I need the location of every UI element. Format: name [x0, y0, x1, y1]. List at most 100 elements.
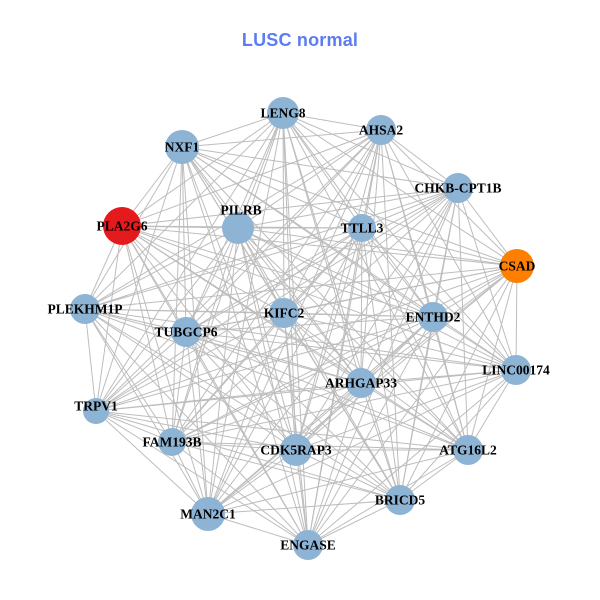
- edge: [171, 265, 518, 443]
- edge: [282, 112, 382, 131]
- gene-node-enthd2: [418, 302, 448, 332]
- edge: [207, 316, 434, 515]
- edge: [399, 265, 518, 501]
- edge: [361, 227, 469, 451]
- edge: [207, 369, 517, 515]
- gene-node-nxf1: [165, 130, 199, 164]
- gene-node-kifc2: [269, 298, 299, 328]
- edge: [84, 227, 363, 310]
- edge: [84, 308, 297, 451]
- edge: [237, 227, 297, 451]
- edge: [95, 129, 382, 412]
- edge: [237, 187, 459, 229]
- gene-node-tubgcp6: [171, 317, 201, 347]
- edge: [361, 227, 434, 318]
- edge: [181, 146, 469, 451]
- edge: [282, 112, 469, 451]
- edge: [282, 112, 518, 267]
- edge: [171, 227, 239, 443]
- edge: [185, 227, 239, 333]
- edge: [171, 441, 401, 501]
- edge: [95, 410, 309, 546]
- edge: [95, 369, 517, 412]
- edge: [121, 225, 209, 515]
- edge: [360, 382, 401, 501]
- edge: [283, 187, 459, 314]
- edge: [307, 316, 434, 546]
- edge: [207, 449, 297, 515]
- gene-node-cdk5rap3: [280, 434, 312, 466]
- edge: [171, 112, 284, 443]
- edge: [121, 225, 518, 267]
- edge: [171, 441, 469, 451]
- edge: [283, 312, 434, 318]
- edge: [207, 449, 469, 515]
- edge: [171, 441, 309, 546]
- gene-node-linc00174: [501, 355, 531, 385]
- edge: [361, 227, 518, 267]
- edge: [185, 129, 382, 333]
- edge: [95, 382, 362, 412]
- edge: [84, 227, 239, 310]
- edge: [295, 265, 518, 451]
- edge: [283, 312, 517, 371]
- edge: [467, 369, 517, 451]
- edge: [95, 265, 518, 412]
- edge: [84, 308, 209, 515]
- edge: [95, 410, 401, 501]
- gene-label-linc00174: LINC00174: [482, 363, 550, 378]
- gene-node-atg16l2: [453, 435, 483, 465]
- edge: [307, 227, 363, 546]
- gene-label-fam193b: FAM193B: [143, 435, 202, 450]
- edge: [185, 331, 469, 451]
- gene-label-plekhm1p: PLEKHM1P: [48, 302, 123, 317]
- gene-label-kifc2: KIFC2: [264, 306, 305, 321]
- gene-label-enthd2: ENTHD2: [406, 310, 461, 325]
- edge: [283, 129, 382, 314]
- gene-label-nxf1: NXF1: [165, 140, 200, 155]
- edge: [282, 112, 362, 384]
- edge: [432, 316, 517, 371]
- gene-node-engase: [293, 530, 323, 560]
- edge: [295, 129, 382, 451]
- edge: [181, 129, 382, 148]
- edge: [380, 129, 459, 189]
- edge: [295, 449, 401, 501]
- edge: [207, 499, 401, 515]
- edge: [307, 369, 517, 546]
- edge: [95, 410, 469, 451]
- gene-label-engase: ENGASE: [280, 538, 336, 553]
- edge: [95, 227, 363, 412]
- edge: [360, 227, 363, 384]
- edge: [457, 187, 469, 451]
- gene-node-ahsa2: [366, 115, 396, 145]
- edge: [307, 499, 401, 546]
- edge: [307, 265, 518, 546]
- edge: [457, 187, 517, 371]
- edge: [185, 312, 285, 333]
- edge: [237, 112, 284, 229]
- edge: [282, 112, 309, 546]
- gene-node-bricd5: [385, 485, 415, 515]
- gene-node-fam193b: [158, 428, 186, 456]
- edge: [95, 331, 187, 412]
- edge: [95, 146, 183, 412]
- edge: [95, 312, 285, 412]
- edge: [361, 187, 459, 229]
- edge: [237, 227, 285, 314]
- nodes-layer: [70, 97, 534, 560]
- gene-label-ahsa2: AHSA2: [359, 123, 404, 138]
- edge: [181, 146, 517, 371]
- edge: [237, 227, 401, 501]
- edge: [84, 308, 401, 501]
- edge: [360, 369, 517, 384]
- labels-layer: LENG8 AHSA2 NXF1 CHKB-CPT1B PILRB TTLL3 PLA2G6…: [48, 106, 550, 553]
- edge: [181, 112, 284, 148]
- edge: [95, 316, 434, 412]
- edge: [84, 308, 187, 333]
- gene-label-pilrb: PILRB: [220, 203, 261, 218]
- edge: [95, 410, 297, 451]
- edge: [185, 316, 434, 333]
- edge: [181, 146, 297, 451]
